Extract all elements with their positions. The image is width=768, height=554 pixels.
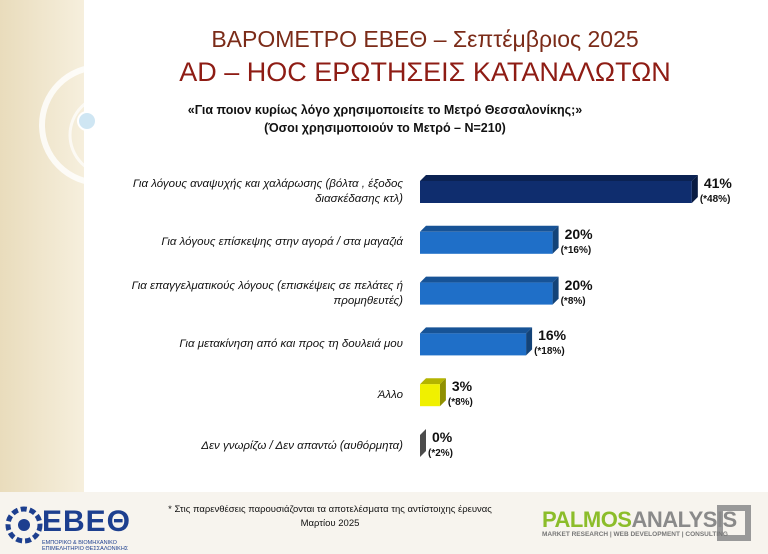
previous-value-label: (*18%) bbox=[534, 346, 565, 358]
category-label: Άλλο bbox=[103, 380, 403, 410]
ebeth-name: ΕΒΕΘ bbox=[42, 505, 132, 538]
category-text: Δεν γνωρίζω / Δεν απαντώ (αυθόρμητα) bbox=[201, 439, 403, 452]
footnote: * Στις παρενθέσεις παρουσιάζονται τα απο… bbox=[168, 504, 492, 529]
previous-value-label: (*2%) bbox=[428, 448, 454, 459]
value-label: 20% bbox=[564, 225, 593, 242]
category-label: Για μετακίνηση από και προς τη δουλειά μ… bbox=[103, 329, 403, 359]
category-label: Για λόγους επίσκεψης στην αγορά / στα μα… bbox=[103, 228, 403, 258]
category-text: Για μετακίνηση από και προς τη δουλειά μ… bbox=[179, 337, 403, 350]
value-label: 16% bbox=[538, 327, 567, 344]
palmos-name-a: PALMOS bbox=[542, 507, 632, 532]
bar-top bbox=[420, 276, 559, 283]
footer-band bbox=[0, 492, 768, 554]
bar-side bbox=[439, 378, 446, 407]
palmos-name: PALMOSANALYSIS bbox=[542, 507, 737, 533]
bar-side bbox=[552, 276, 559, 305]
chart-subtitle: AD – HOC ΕΡΩΤΗΣΕΙΣ ΚΑΤΑΝΑΛΩΤΩΝ bbox=[179, 57, 671, 87]
decor-dot bbox=[77, 111, 97, 131]
bar-side bbox=[526, 327, 533, 356]
bar bbox=[420, 384, 440, 407]
category-text: Άλλο bbox=[377, 388, 403, 401]
logo-gear-hub bbox=[18, 519, 30, 531]
bar-top bbox=[420, 378, 446, 385]
bar bbox=[420, 231, 553, 254]
value-label: 0% bbox=[432, 429, 453, 445]
previous-value-label: (*16%) bbox=[560, 244, 592, 256]
question: «Για ποιον κυρίως λόγο χρησιμοποιείτε το… bbox=[187, 103, 583, 117]
base: (Όσοι χρησιμοποιούν το Μετρό – Ν=210) bbox=[264, 121, 506, 135]
previous-value-label: (*8%) bbox=[560, 295, 586, 307]
category-label: Για λόγους αναψυχής και χαλάρωσης (βόλτα… bbox=[103, 177, 403, 207]
bar-top bbox=[420, 327, 533, 334]
category-label: Δεν γνωρίζω / Δεν απαντώ (αυθόρμητα) bbox=[103, 431, 403, 461]
bar-side bbox=[552, 225, 559, 254]
palmos-mark bbox=[717, 505, 751, 541]
ebeth-caption: ΕΜΠΟΡΙΚΟ & ΒΙΟΜΗΧΑΝΙΚΟ ΕΠΙΜΕΛΗΤΗΡΙΟ ΘΕΣΣ… bbox=[42, 540, 129, 552]
palmos-caption: MARKET RESEARCH | WEB DEVELOPMENT | CONS… bbox=[542, 531, 728, 538]
chart-title: ΒΑΡΟΜΕΤΡΟ ΕΒΕΘ – Σεπτέμβριος 2025 bbox=[211, 26, 639, 52]
bar-side bbox=[691, 175, 698, 203]
bar-side bbox=[420, 429, 426, 457]
previous-value-label: (*8%) bbox=[447, 397, 473, 409]
decor-circle bbox=[39, 64, 161, 186]
bar bbox=[420, 282, 553, 305]
value-label: 20% bbox=[564, 276, 593, 293]
palmos-name-b: ANALYSIS bbox=[631, 507, 737, 532]
bar-top bbox=[420, 175, 698, 181]
category-text: Για λόγους επίσκεψης στην αγορά / στα μα… bbox=[161, 236, 403, 249]
category-text: Για λόγους αναψυχής και χαλάρωσης (βόλτα… bbox=[132, 178, 403, 205]
value-label: 3% bbox=[451, 378, 473, 395]
category-label: Για επαγγελματικούς λόγους (επισκέψεις σ… bbox=[103, 279, 403, 309]
ebeth-logo bbox=[5, 506, 43, 544]
decor-circle bbox=[68, 93, 152, 177]
bar bbox=[420, 333, 527, 356]
bar bbox=[420, 181, 692, 203]
value-label: 41% bbox=[703, 175, 732, 191]
category-text: Για επαγγελματικούς λόγους (επισκέψεις σ… bbox=[131, 279, 403, 307]
previous-value-label: (*48%) bbox=[699, 194, 731, 205]
logo-gear bbox=[5, 506, 43, 544]
side-panel bbox=[0, 0, 84, 554]
bar-top bbox=[420, 225, 559, 232]
